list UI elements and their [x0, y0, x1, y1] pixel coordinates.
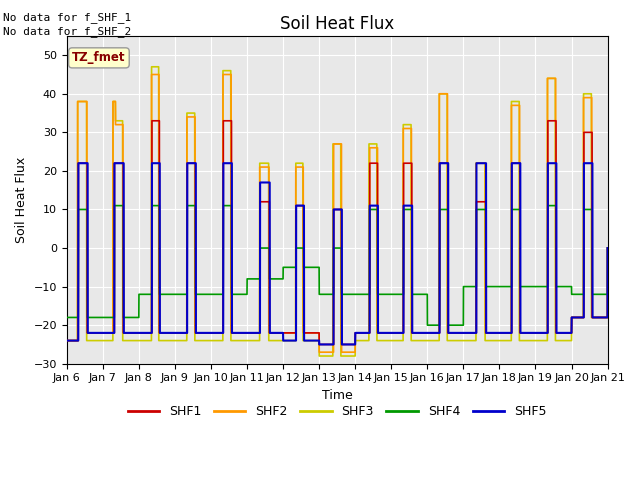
Legend: SHF1, SHF2, SHF3, SHF4, SHF5: SHF1, SHF2, SHF3, SHF4, SHF5 [123, 400, 551, 423]
Text: No data for f_SHF_1: No data for f_SHF_1 [3, 12, 131, 23]
Title: Soil Heat Flux: Soil Heat Flux [280, 15, 394, 33]
Text: TZ_fmet: TZ_fmet [72, 51, 125, 64]
Y-axis label: Soil Heat Flux: Soil Heat Flux [15, 156, 28, 243]
X-axis label: Time: Time [322, 389, 353, 402]
Text: No data for f_SHF_2: No data for f_SHF_2 [3, 26, 131, 37]
